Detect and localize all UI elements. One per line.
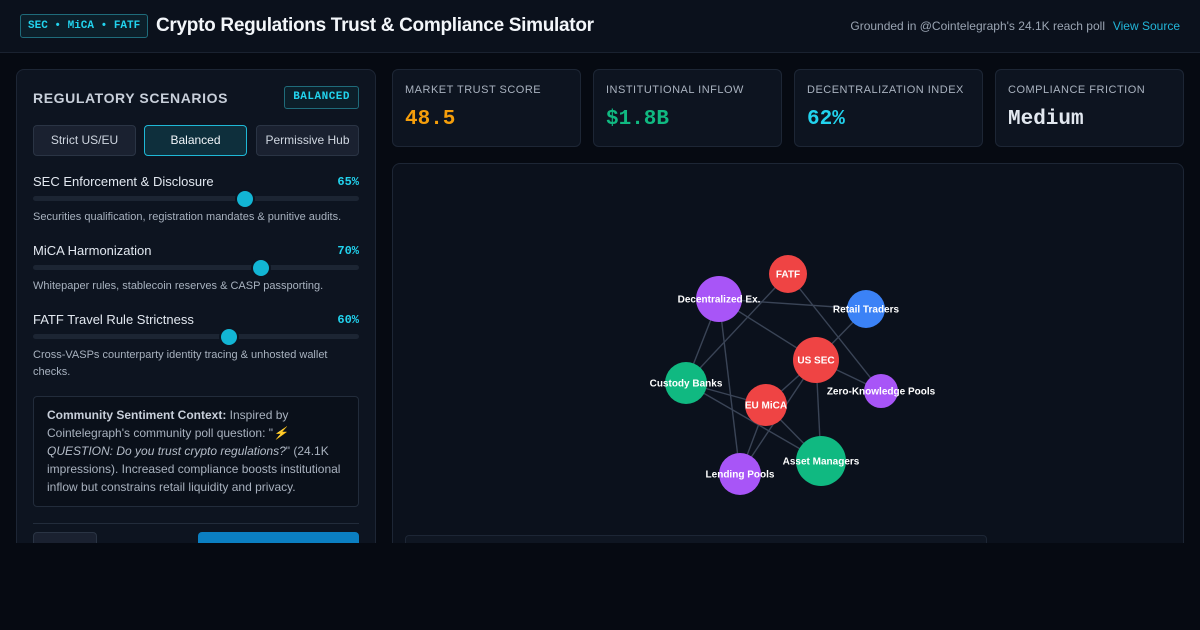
node-circle[interactable]	[769, 255, 807, 293]
slider-description: Cross-VASPs counterparty identity tracin…	[33, 349, 328, 378]
divider	[33, 523, 359, 524]
context-text-outro: " (24.1K impressions). Increased complia…	[47, 444, 341, 494]
scenario-permissive-button[interactable]: Permissive Hub	[256, 125, 359, 156]
community-sentiment-context: Community Sentiment Context: Inspired by…	[33, 396, 359, 507]
mica-harmonization-slider[interactable]	[33, 260, 359, 276]
node-circle[interactable]	[796, 436, 846, 486]
network-edge	[718, 298, 867, 310]
scenario-strict-button[interactable]: Strict US/EU	[33, 125, 136, 156]
metric-label: COMPLIANCE FRICTION	[1008, 84, 1146, 96]
slider-thumb[interactable]	[236, 191, 253, 207]
context-text-intro: Inspired by Cointelegraph's community po…	[47, 408, 289, 440]
node-label: Custody Banks	[650, 379, 723, 390]
node-label: Asset Managers	[783, 457, 860, 468]
view-source-link[interactable]: View Source	[1112, 19, 1180, 33]
node-circle[interactable]	[864, 374, 898, 408]
market-trust-card: MARKET TRUST SCORE 48.5	[392, 69, 581, 147]
network-node-fatf[interactable]: FATF	[769, 255, 807, 293]
decentralization-value: 62%	[807, 108, 845, 131]
node-circle[interactable]	[665, 362, 707, 404]
network-node-dex[interactable]: Decentralized Ex.	[678, 276, 761, 322]
node-label: Lending Pools	[706, 470, 775, 481]
slider-description: Securities qualification, registration m…	[33, 211, 342, 223]
compliance-friction-card: COMPLIANCE FRICTION Medium	[995, 69, 1184, 147]
node-label: Zero-Knowledge Pools	[827, 387, 936, 398]
framework-badge: SEC • MiCA • FATF	[20, 14, 149, 38]
app-title: Crypto Regulations Trust & Compliance Si…	[156, 15, 594, 36]
market-trust-value: 48.5	[405, 108, 456, 131]
node-label: EU MiCA	[745, 401, 787, 412]
scenario-mode-badge: BALANCED	[284, 86, 359, 109]
network-node-custody[interactable]: Custody Banks	[650, 362, 723, 404]
slider-thumb[interactable]	[253, 260, 270, 276]
node-label: Decentralized Ex.	[678, 295, 761, 306]
network-node-eumica[interactable]: EU MiCA	[745, 384, 787, 426]
network-edge	[787, 273, 882, 392]
stakeholder-network-graph: FATF Decentralized Ex. Retail Traders US SE…	[650, 255, 936, 495]
metric-label: INSTITUTIONAL INFLOW	[606, 84, 744, 96]
node-circle[interactable]	[847, 290, 885, 328]
node-label: US SEC	[797, 356, 834, 367]
scenario-balanced-button[interactable]: Balanced	[144, 125, 247, 156]
metric-label: DECENTRALIZATION INDEX	[807, 84, 964, 96]
node-circle[interactable]	[719, 453, 761, 495]
metric-label: MARKET TRUST SCORE	[405, 84, 542, 96]
fatf-travel-rule-slider[interactable]	[33, 329, 359, 345]
institutional-inflow-value: $1.8B	[606, 108, 670, 131]
viewport-bottom	[0, 543, 1200, 630]
slider-value: 60%	[337, 313, 359, 327]
context-poll-question: ⚡ QUESTION: Do you trust crypto regulati…	[47, 426, 288, 458]
sec-enforcement-slider[interactable]	[33, 191, 359, 207]
node-circle[interactable]	[793, 337, 839, 383]
network-node-asset[interactable]: Asset Managers	[783, 436, 860, 486]
node-label: Retail Traders	[833, 305, 900, 316]
slider-label: MiCA Harmonization	[33, 243, 152, 258]
network-edge	[718, 298, 741, 475]
panel-title: REGULATORY SCENARIOS	[33, 90, 229, 106]
slider-thumb[interactable]	[220, 329, 237, 345]
network-edge	[685, 382, 822, 462]
slider-value: 65%	[337, 175, 359, 189]
app-header: SEC • MiCA • FATF Crypto Regulations Tru…	[0, 0, 1200, 53]
decentralization-card: DECENTRALIZATION INDEX 62%	[794, 69, 983, 147]
institutional-inflow-card: INSTITUTIONAL INFLOW $1.8B	[593, 69, 782, 147]
node-label: FATF	[776, 270, 800, 281]
stakeholder-network-panel: FATF Decentralized Ex. Retail Traders US SE…	[392, 163, 1184, 565]
node-circle[interactable]	[696, 276, 742, 322]
slider-label: SEC Enforcement & Disclosure	[33, 174, 214, 189]
compliance-friction-value: Medium	[1008, 108, 1084, 131]
slider-label: FATF Travel Rule Strictness	[33, 312, 194, 327]
slider-value: 70%	[337, 244, 359, 258]
grounding-note: Grounded in @Cointelegraph's 24.1K reach…	[850, 19, 1105, 33]
node-circle[interactable]	[745, 384, 787, 426]
network-edge	[685, 273, 789, 384]
regulatory-scenarios-panel: REGULATORY SCENARIOS BALANCED Strict US/…	[16, 69, 376, 562]
context-heading: Community Sentiment Context:	[47, 408, 227, 422]
network-node-retail[interactable]: Retail Traders	[833, 290, 900, 328]
network-node-zkp[interactable]: Zero-Knowledge Pools	[827, 374, 936, 408]
slider-description: Whitepaper rules, stablecoin reserves & …	[33, 280, 324, 292]
network-node-ussec[interactable]: US SEC	[793, 337, 839, 383]
network-node-lending[interactable]: Lending Pools	[706, 453, 775, 495]
